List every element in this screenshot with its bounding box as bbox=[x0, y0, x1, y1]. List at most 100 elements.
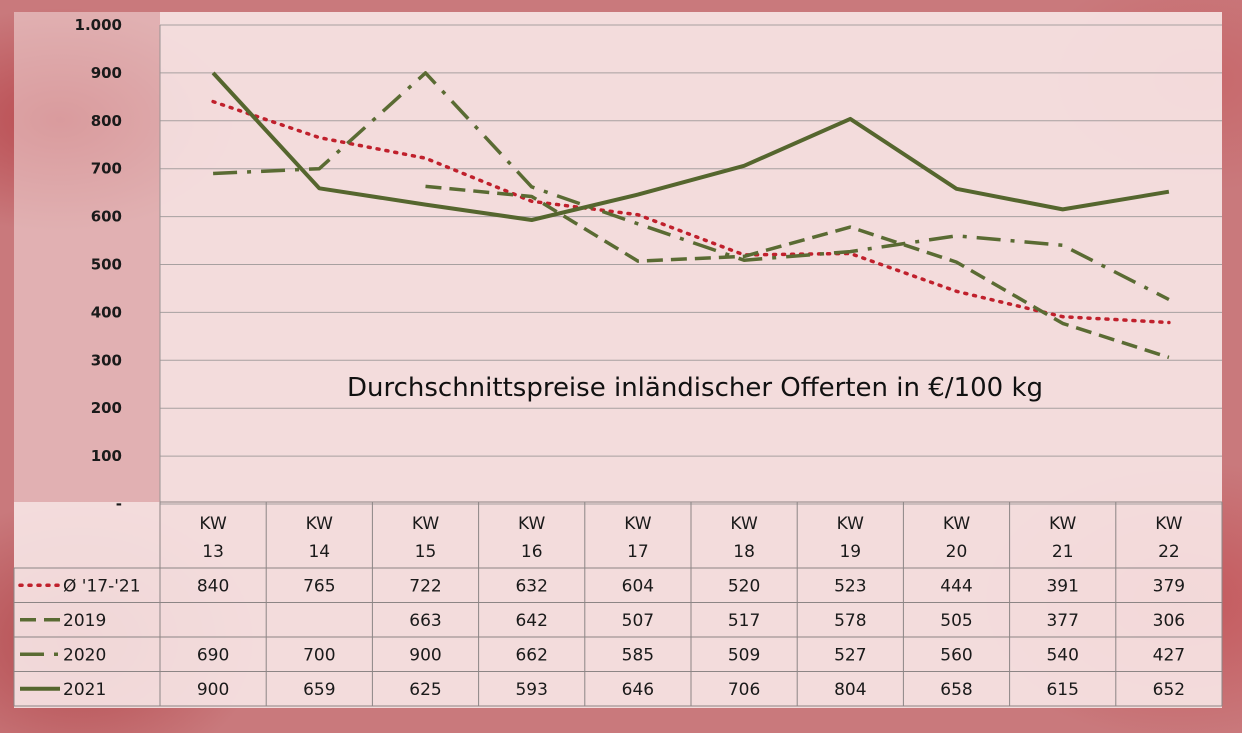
data-point bbox=[424, 156, 428, 160]
data-point bbox=[211, 171, 215, 175]
table-cell-value: 391 bbox=[1046, 576, 1078, 596]
table-cell-value: 615 bbox=[1046, 680, 1078, 700]
data-point bbox=[424, 71, 428, 75]
table-cell-value: 540 bbox=[1046, 645, 1078, 665]
data-point bbox=[636, 222, 640, 226]
data-point bbox=[424, 203, 428, 207]
table-cell-value: 700 bbox=[303, 645, 335, 665]
y-tick-label: 1.000 bbox=[75, 16, 122, 34]
table-cell-value: 517 bbox=[728, 611, 760, 631]
table-cell-value: 642 bbox=[515, 611, 547, 631]
axis-label-area-background bbox=[14, 12, 160, 502]
legend-label: Ø '17-'21 bbox=[63, 576, 141, 596]
data-point bbox=[211, 71, 215, 75]
y-tick-label: 300 bbox=[91, 351, 122, 369]
data-point bbox=[742, 258, 746, 262]
x-category-label: 22 bbox=[1158, 542, 1180, 562]
table-cell-value: 306 bbox=[1153, 611, 1185, 631]
table-cell-value: 765 bbox=[303, 576, 335, 596]
table-cell-value: 652 bbox=[1153, 680, 1185, 700]
data-point bbox=[848, 225, 852, 229]
data-point bbox=[1061, 321, 1065, 325]
x-category-label: 15 bbox=[415, 542, 437, 562]
table-cell-value: 659 bbox=[303, 680, 335, 700]
data-point bbox=[1167, 190, 1171, 194]
data-point bbox=[530, 185, 534, 189]
x-category-label: 17 bbox=[627, 542, 649, 562]
table-cell-value: 593 bbox=[515, 680, 547, 700]
y-tick-label: 900 bbox=[91, 64, 122, 82]
y-tick-label: 700 bbox=[91, 160, 122, 178]
y-tick-label: 100 bbox=[91, 447, 122, 465]
table-cell-value: 900 bbox=[197, 680, 229, 700]
table-cell-value: 662 bbox=[515, 645, 547, 665]
series-line bbox=[211, 99, 1171, 325]
data-table: KW 13 KW 14 KW 15 KW 16 KW 17 KW 18 KW 19 KW 20 KW 21 KW 22… bbox=[13, 501, 1223, 707]
x-category-label: 20 bbox=[946, 542, 968, 562]
table-cell-value: 646 bbox=[622, 680, 654, 700]
data-point bbox=[424, 184, 428, 188]
table-cell-value: 444 bbox=[940, 576, 972, 596]
legend-label: 2019 bbox=[63, 611, 106, 631]
table-cell-value: 379 bbox=[1153, 576, 1185, 596]
data-point bbox=[636, 259, 640, 263]
table-cell-value: 527 bbox=[834, 645, 866, 665]
data-point bbox=[317, 136, 321, 140]
data-point bbox=[742, 164, 746, 168]
data-point bbox=[211, 100, 215, 104]
y-tick-label: 200 bbox=[91, 399, 122, 417]
table-cell-value: 509 bbox=[728, 645, 760, 665]
legend-label: 2020 bbox=[63, 645, 106, 665]
x-category-label: KW bbox=[306, 514, 334, 534]
data-point bbox=[955, 234, 959, 238]
x-category-label: 21 bbox=[1052, 542, 1074, 562]
gridlines bbox=[160, 24, 1222, 505]
x-category-label: 13 bbox=[202, 542, 224, 562]
y-tick-label: 500 bbox=[91, 256, 122, 274]
table-cell-value: 663 bbox=[409, 611, 441, 631]
x-category-label: 14 bbox=[308, 542, 330, 562]
x-category-label: KW bbox=[1155, 514, 1183, 534]
table-cell-value: 690 bbox=[197, 645, 229, 665]
y-tick-label: 400 bbox=[91, 303, 122, 321]
series-lines bbox=[211, 71, 1171, 360]
data-point bbox=[317, 186, 321, 190]
table-background bbox=[14, 502, 1222, 708]
data-point bbox=[1167, 355, 1171, 359]
series-line bbox=[425, 184, 1170, 360]
series-line bbox=[211, 71, 1170, 222]
data-point bbox=[955, 187, 959, 191]
data-point bbox=[848, 117, 852, 121]
x-category-label: KW bbox=[1049, 514, 1077, 534]
data-point bbox=[955, 260, 959, 264]
x-category-label: KW bbox=[518, 514, 546, 534]
table-cell-value: 625 bbox=[409, 680, 441, 700]
table-cell-value: 722 bbox=[409, 576, 441, 596]
data-point bbox=[1061, 315, 1065, 319]
data-point bbox=[530, 199, 534, 203]
data-point bbox=[636, 213, 640, 217]
x-category-label: KW bbox=[837, 514, 865, 534]
table-cell-value: 507 bbox=[622, 611, 654, 631]
table-cell-value: 804 bbox=[834, 680, 866, 700]
table-cell-value: 520 bbox=[728, 576, 760, 596]
data-point bbox=[636, 193, 640, 197]
data-point bbox=[955, 289, 959, 293]
x-category-label: KW bbox=[943, 514, 971, 534]
table-cell-value: 706 bbox=[728, 680, 760, 700]
data-point bbox=[848, 250, 852, 254]
table-cell-value: 585 bbox=[622, 645, 654, 665]
table-cell-value: 632 bbox=[515, 576, 547, 596]
y-tick-label: 600 bbox=[91, 208, 122, 226]
chart-title: Durchschnittspreise inländischer Offerte… bbox=[347, 373, 1043, 403]
data-point bbox=[317, 167, 321, 171]
legend-label: 2021 bbox=[63, 680, 106, 700]
table-cell-value: 840 bbox=[197, 576, 229, 596]
x-category-label: KW bbox=[730, 514, 758, 534]
data-point bbox=[1167, 297, 1171, 301]
x-category-label: 19 bbox=[839, 542, 861, 562]
y-tick-label: 800 bbox=[91, 112, 122, 130]
x-category-label: 16 bbox=[521, 542, 543, 562]
data-point bbox=[1061, 207, 1065, 211]
x-category-label: KW bbox=[412, 514, 440, 534]
